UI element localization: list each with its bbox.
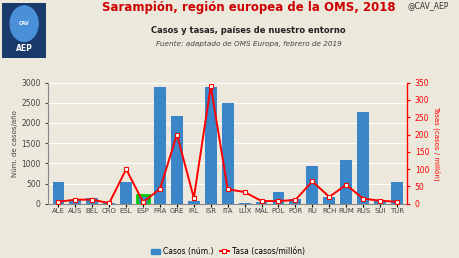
Bar: [373, 201, 385, 204]
Text: AEP: AEP: [16, 44, 33, 53]
Bar: [323, 197, 335, 204]
Bar: [390, 182, 402, 204]
Bar: [137, 195, 149, 204]
Text: Sarampión, región europea de la OMS, 2018: Sarampión, región europea de la OMS, 201…: [101, 1, 394, 14]
Text: @CAV_AEP: @CAV_AEP: [406, 1, 448, 10]
Bar: [255, 202, 267, 204]
Bar: [221, 103, 233, 204]
Bar: [340, 160, 351, 204]
Bar: [238, 203, 250, 204]
Bar: [52, 182, 64, 204]
Bar: [86, 198, 98, 204]
Bar: [204, 87, 216, 204]
Text: Fuente: adaptado de OMS Europa, febrero de 2019: Fuente: adaptado de OMS Europa, febrero …: [155, 41, 341, 47]
Circle shape: [10, 6, 38, 41]
Legend: Casos (núm.), Tasa (casos/millón): Casos (núm.), Tasa (casos/millón): [147, 244, 307, 258]
Bar: [272, 192, 284, 204]
Bar: [188, 200, 199, 204]
Text: CAV: CAV: [19, 21, 29, 26]
Bar: [103, 203, 115, 204]
Bar: [69, 200, 81, 204]
Y-axis label: Núm. de casos/año: Núm. de casos/año: [12, 110, 18, 177]
Bar: [289, 199, 301, 204]
Bar: [154, 87, 166, 204]
Bar: [306, 166, 318, 204]
Y-axis label: Tasas (casos / millón): Tasas (casos / millón): [432, 106, 440, 181]
Bar: [171, 116, 183, 204]
Bar: [120, 182, 132, 204]
Text: Casos y tasas, países de nuestro entorno: Casos y tasas, países de nuestro entorno: [151, 26, 345, 35]
Bar: [356, 112, 368, 204]
